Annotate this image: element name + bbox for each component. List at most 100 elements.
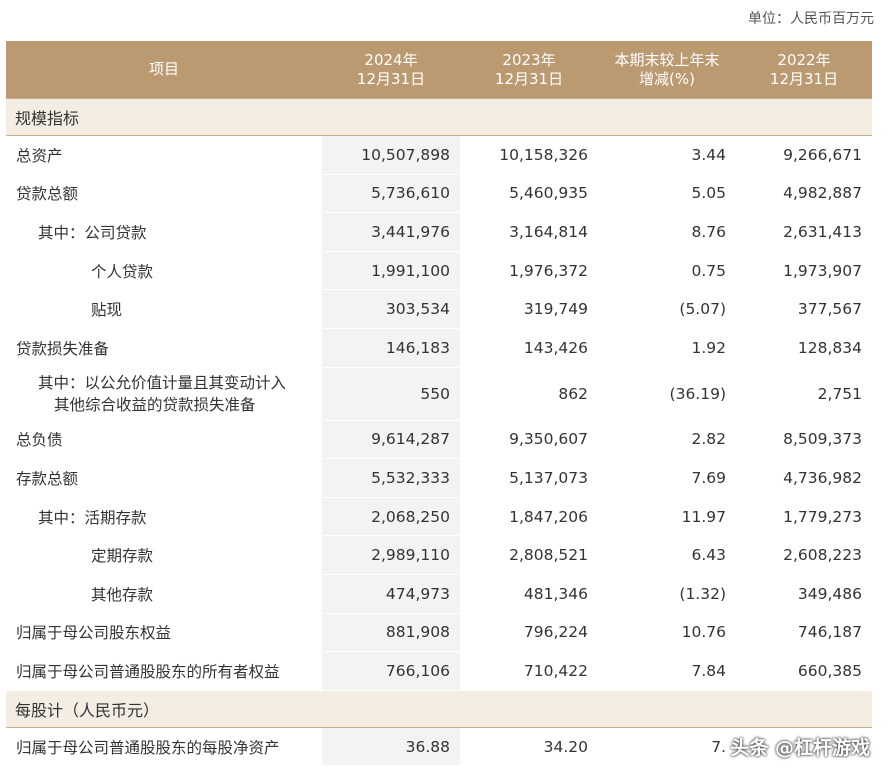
cell-2022: 660,385 bbox=[736, 651, 872, 691]
cell-2023: 710,422 bbox=[460, 651, 598, 691]
row-label: 个人贷款 bbox=[6, 251, 322, 291]
header-change-line1: 本期末较上年末 bbox=[614, 50, 720, 69]
header-change: 本期末较上年末 增减(%) bbox=[598, 41, 736, 99]
cell-2022 bbox=[736, 727, 872, 767]
row-label: 定期存款 bbox=[6, 535, 322, 575]
row-label-line1: 其中：以公允价值计量且其变动计入 bbox=[38, 373, 287, 392]
header-2024: 2024年 12月31日 bbox=[322, 41, 460, 99]
cell-change: 10.76 bbox=[598, 613, 736, 653]
financial-table: 项目 2024年 12月31日 2023年 12月31日 本期末较上年末 增减(%) … bbox=[6, 41, 872, 767]
cell-2022: 8,509,373 bbox=[736, 420, 872, 460]
cell-2022: 746,187 bbox=[736, 613, 872, 653]
header-2023-year: 2023年 bbox=[502, 50, 556, 69]
cell-2023: 2,808,521 bbox=[460, 535, 598, 575]
cell-2024: 146,183 bbox=[322, 328, 460, 368]
cell-2024: 10,507,898 bbox=[322, 135, 460, 175]
row-label: 其中：以公允价值计量且其变动计入 其他综合收益的贷款损失准备 bbox=[6, 367, 322, 421]
cell-2023: 3,164,814 bbox=[460, 212, 598, 252]
cell-change: 2.82 bbox=[598, 420, 736, 460]
cell-2023: 5,460,935 bbox=[460, 174, 598, 214]
table-row: 贴现 303,534 319,749 (5.07) 377,567 bbox=[6, 289, 872, 329]
table-row: 其他存款 474,973 481,346 (1.32) 349,486 bbox=[6, 574, 872, 614]
section-row-scale: 规模指标 bbox=[6, 98, 872, 136]
table-row: 其中：公司贷款 3,441,976 3,164,814 8.76 2,631,4… bbox=[6, 212, 872, 252]
cell-2022: 2,631,413 bbox=[736, 212, 872, 252]
header-row: 项目 2024年 12月31日 2023年 12月31日 本期末较上年末 增减(%) … bbox=[6, 41, 872, 99]
watermark: 头条 @杠杆游戏 bbox=[730, 737, 870, 759]
row-label: 归属于母公司普通股股东的所有者权益 bbox=[6, 651, 322, 691]
cell-change: (1.32) bbox=[598, 574, 736, 614]
header-item: 项目 bbox=[6, 41, 322, 99]
cell-2024: 2,068,250 bbox=[322, 497, 460, 537]
cell-change: 7.84 bbox=[598, 651, 736, 691]
cell-2022: 2,608,223 bbox=[736, 535, 872, 575]
table-row: 总资产 10,507,898 10,158,326 3.44 9,266,671 bbox=[6, 135, 872, 175]
table-row: 贷款损失准备 146,183 143,426 1.92 128,834 bbox=[6, 328, 872, 368]
header-2022-year: 2022年 bbox=[777, 50, 831, 69]
row-label: 总资产 bbox=[6, 135, 322, 175]
cell-2023: 5,137,073 bbox=[460, 458, 598, 498]
cell-2024: 766,106 bbox=[322, 651, 460, 691]
header-2024-year: 2024年 bbox=[364, 50, 418, 69]
header-2023-date: 12月31日 bbox=[494, 69, 564, 88]
cell-2022: 4,736,982 bbox=[736, 458, 872, 498]
cell-change: (5.07) bbox=[598, 289, 736, 329]
header-item-label: 项目 bbox=[148, 60, 179, 78]
table-row: 定期存款 2,989,110 2,808,521 6.43 2,608,223 bbox=[6, 535, 872, 575]
row-label: 归属于母公司普通股股东的每股净资产 bbox=[6, 727, 322, 767]
cell-2024: 36.88 bbox=[322, 727, 460, 767]
cell-2024: 474,973 bbox=[322, 574, 460, 614]
row-label: 归属于母公司股东权益 bbox=[6, 613, 322, 653]
table-row: 存款总额 5,532,333 5,137,073 7.69 4,736,982 bbox=[6, 458, 872, 498]
cell-2024: 3,441,976 bbox=[322, 212, 460, 252]
cell-2023: 34.20 bbox=[460, 727, 598, 767]
row-label: 贴现 bbox=[6, 289, 322, 329]
header-2024-date: 12月31日 bbox=[356, 69, 426, 88]
row-label: 其他存款 bbox=[6, 574, 322, 614]
cell-2023: 481,346 bbox=[460, 574, 598, 614]
header-2023: 2023年 12月31日 bbox=[460, 41, 598, 99]
table-row: 归属于母公司股东权益 881,908 796,224 10.76 746,187 bbox=[6, 613, 872, 653]
table-row: 归属于母公司普通股股东的每股净资产 36.88 34.20 7. bbox=[6, 727, 872, 767]
cell-change: 8.76 bbox=[598, 212, 736, 252]
cell-2023: 862 bbox=[460, 367, 598, 421]
section-title: 规模指标 bbox=[6, 98, 872, 136]
table-row: 其中：以公允价值计量且其变动计入 其他综合收益的贷款损失准备 550 862 (… bbox=[6, 367, 872, 421]
cell-2024: 1,991,100 bbox=[322, 251, 460, 291]
unit-note: 单位：人民币百万元 bbox=[748, 11, 874, 27]
cell-2024: 5,532,333 bbox=[322, 458, 460, 498]
section-title: 每股计（人民币元） bbox=[6, 689, 872, 728]
row-label: 存款总额 bbox=[6, 458, 322, 498]
cell-2023: 10,158,326 bbox=[460, 135, 598, 175]
header-change-line2: 增减(%) bbox=[639, 69, 695, 88]
cell-2023: 1,976,372 bbox=[460, 251, 598, 291]
cell-change: 3.44 bbox=[598, 135, 736, 175]
table-row: 个人贷款 1,991,100 1,976,372 0.75 1,973,907 bbox=[6, 251, 872, 291]
cell-change: 6.43 bbox=[598, 535, 736, 575]
cell-2024: 303,534 bbox=[322, 289, 460, 329]
cell-2023: 143,426 bbox=[460, 328, 598, 368]
cell-2023: 9,350,607 bbox=[460, 420, 598, 460]
row-label: 其中：活期存款 bbox=[6, 497, 322, 537]
cell-change: 7.69 bbox=[598, 458, 736, 498]
cell-2022: 377,567 bbox=[736, 289, 872, 329]
cell-2024: 550 bbox=[322, 367, 460, 421]
row-label: 总负债 bbox=[6, 420, 322, 460]
cell-2022: 4,982,887 bbox=[736, 174, 872, 214]
row-label: 其中：公司贷款 bbox=[6, 212, 322, 252]
cell-2022: 2,751 bbox=[736, 367, 872, 421]
cell-2024: 2,989,110 bbox=[322, 535, 460, 575]
cell-2024: 881,908 bbox=[322, 613, 460, 653]
table-row: 归属于母公司普通股股东的所有者权益 766,106 710,422 7.84 6… bbox=[6, 651, 872, 691]
cell-change: 11.97 bbox=[598, 497, 736, 537]
cell-2023: 1,847,206 bbox=[460, 497, 598, 537]
cell-change: 5.05 bbox=[598, 174, 736, 214]
cell-change: 1.92 bbox=[598, 328, 736, 368]
cell-2022: 1,973,907 bbox=[736, 251, 872, 291]
row-label: 贷款损失准备 bbox=[6, 328, 322, 368]
header-2022: 2022年 12月31日 bbox=[736, 41, 872, 99]
cell-change: (36.19) bbox=[598, 367, 736, 421]
cell-change: 0.75 bbox=[598, 251, 736, 291]
cell-2022: 1,779,273 bbox=[736, 497, 872, 537]
header-2022-date: 12月31日 bbox=[769, 69, 839, 88]
